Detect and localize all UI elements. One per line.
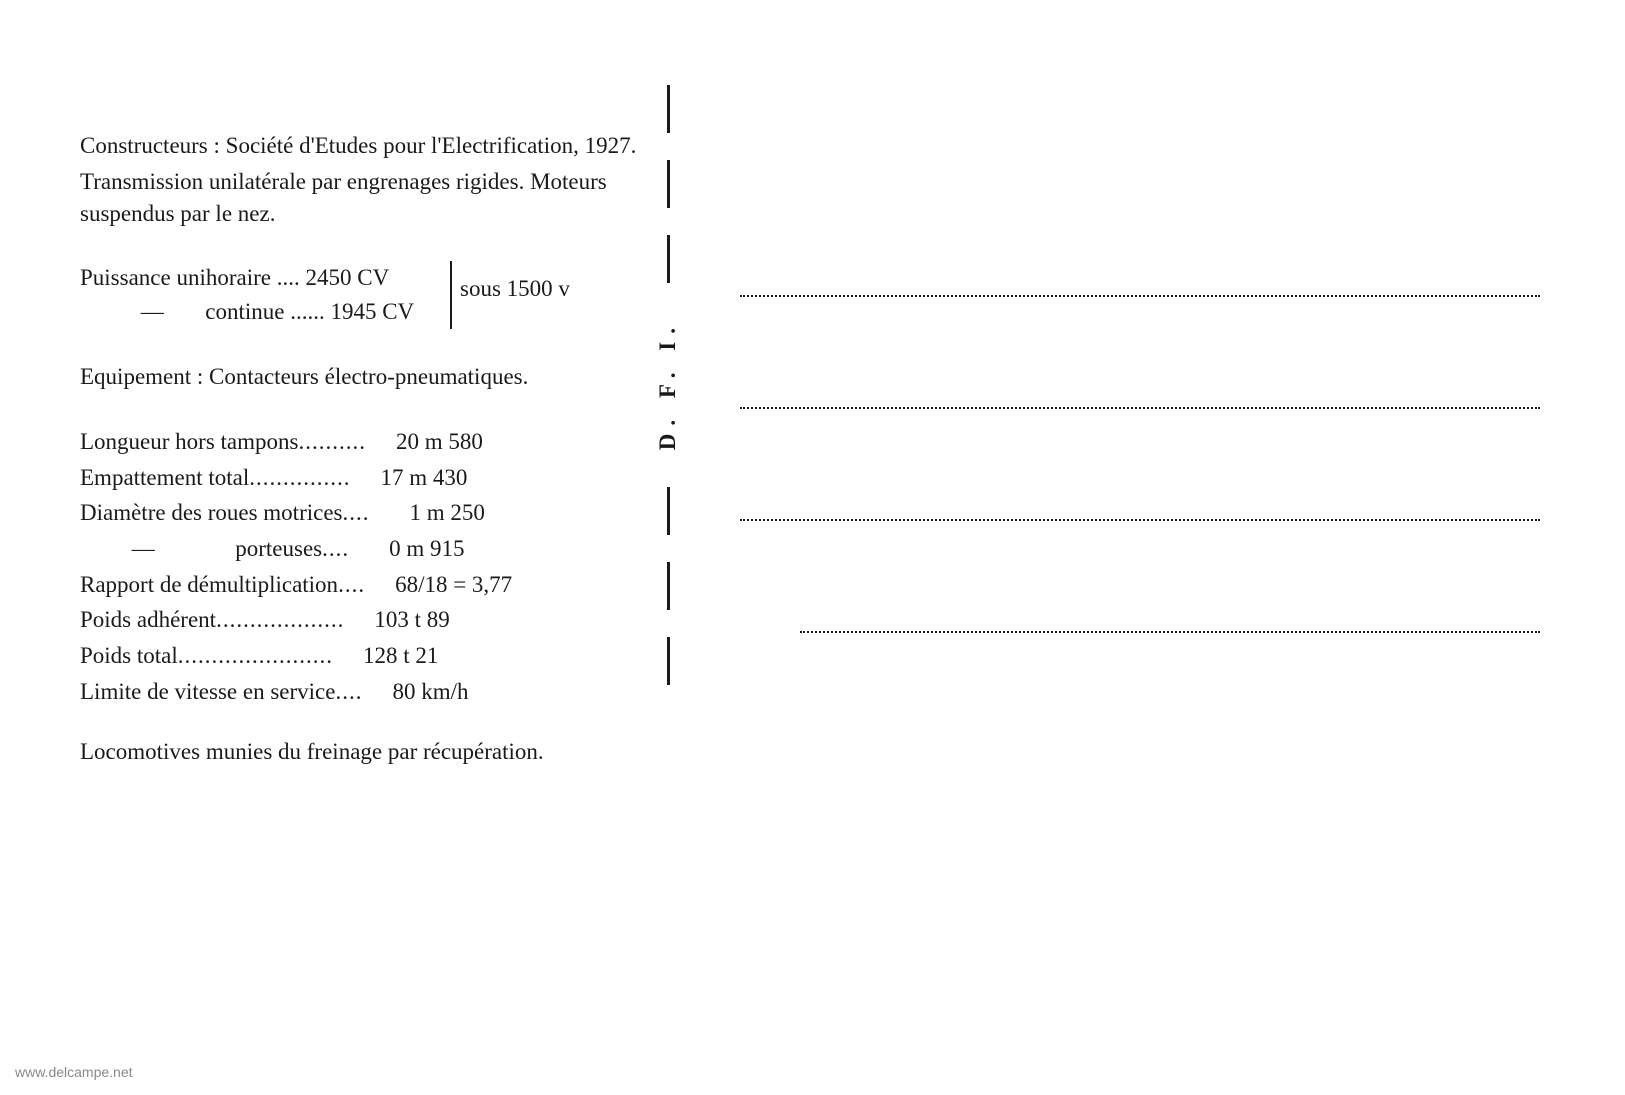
spec-value: 80 km/h: [362, 674, 468, 710]
center-divider: D. F. I.: [655, 85, 681, 685]
divider-dash: [667, 562, 670, 610]
spec-value: 128 t 21: [333, 638, 438, 674]
power-continue-value: 1945 CV: [330, 299, 414, 324]
divider-dash: [667, 160, 670, 208]
spec-row: Poids total ....................... 128 …: [80, 638, 640, 674]
divider-dash: [667, 235, 670, 283]
address-line: [800, 631, 1540, 633]
spec-dots: .......................: [178, 638, 333, 674]
dash-symbol: —: [141, 299, 164, 324]
spec-dots: ...............: [249, 460, 350, 496]
power-unihoraire-label: Puissance unihoraire ....: [80, 261, 300, 296]
spec-dots: ....: [335, 674, 362, 710]
dfi-label: D. F. I.: [655, 320, 681, 450]
address-area: [740, 295, 1540, 743]
spec-dots: ....: [322, 531, 349, 567]
watermark: www.delcampe.net: [15, 1064, 133, 1080]
spec-label: Diamètre des roues motrices: [80, 495, 343, 531]
spec-row: Poids adhérent ................... 103 t…: [80, 602, 640, 638]
equipement-block: Equipement : Contacteurs électro-pneumat…: [80, 360, 640, 395]
spec-dots: ..........: [298, 424, 366, 460]
spec-label: Poids total: [80, 638, 178, 674]
spec-label: Poids adhérent: [80, 602, 216, 638]
power-unihoraire-row: Puissance unihoraire .... 2450 CV: [80, 261, 414, 296]
constructeurs-block: Constructeurs : Société d'Etudes pour l'…: [80, 130, 640, 162]
transmission-text: Transmission unilatérale par engrenages …: [80, 166, 640, 230]
spec-row: Longueur hors tampons.......... 20 m 580: [80, 424, 640, 460]
divider-dash: [667, 487, 670, 535]
spec-label: — porteuses: [80, 531, 322, 567]
spec-label: Rapport de démultiplication: [80, 567, 338, 603]
power-continue-label: continue ......: [205, 295, 324, 330]
spec-label: Empattement total: [80, 460, 249, 496]
constructeurs-text: Société d'Etudes pour l'Electrification,…: [226, 133, 637, 158]
bracket-divider: [450, 261, 452, 329]
spec-label: Longueur hors tampons: [80, 424, 298, 460]
equipement-text: Contacteurs électro-pneumatiques.: [209, 364, 528, 389]
spec-value: 0 m 915: [349, 531, 464, 567]
spec-value: 20 m 580: [366, 424, 483, 460]
address-line: [740, 295, 1540, 297]
power-continue-row: — continue ...... 1945 CV: [80, 295, 414, 330]
divider-dash: [667, 637, 670, 685]
power-voltage-note: sous 1500 v: [460, 276, 570, 302]
spec-row: Diamètre des roues motrices .... 1 m 250: [80, 495, 640, 531]
spec-row: Rapport de démultiplication .... 68/18 =…: [80, 567, 640, 603]
specification-panel: Constructeurs : Société d'Etudes pour l'…: [80, 130, 640, 765]
spec-value: 68/18 = 3,77: [365, 567, 512, 603]
address-line: [740, 407, 1540, 409]
constructeurs-label: Constructeurs :: [80, 133, 226, 158]
divider-dash: [667, 85, 670, 133]
spec-dots: ....: [338, 567, 365, 603]
spec-value: 103 t 89: [344, 602, 449, 638]
power-unihoraire-value: 2450 CV: [305, 265, 389, 290]
power-block: Puissance unihoraire .... 2450 CV — cont…: [80, 261, 640, 330]
spec-row: Limite de vitesse en service .... 80 km/…: [80, 674, 640, 710]
spec-value: 17 m 430: [351, 460, 468, 496]
spec-row: — porteuses.... 0 m 915: [80, 531, 640, 567]
address-line: [740, 519, 1540, 521]
specs-table: Longueur hors tampons.......... 20 m 580…: [80, 424, 640, 709]
equipement-label: Equipement :: [80, 364, 209, 389]
spec-dots: ....: [343, 495, 370, 531]
spec-label: Limite de vitesse en service: [80, 674, 335, 710]
footer-note: Locomotives munies du freinage par récup…: [80, 739, 640, 765]
spec-dots: ...................: [216, 602, 344, 638]
spec-value: 1 m 250: [370, 495, 485, 531]
spec-row: Empattement total ............... 17 m 4…: [80, 460, 640, 496]
